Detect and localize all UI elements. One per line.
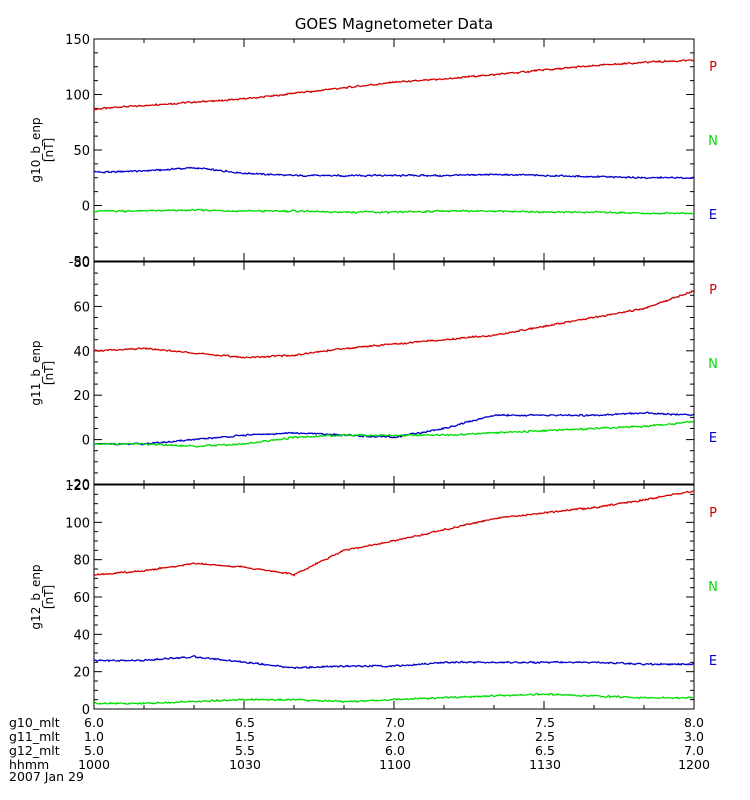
legend-label-e: E bbox=[709, 208, 717, 223]
y-tick-label: 0 bbox=[82, 200, 90, 215]
series-line-e bbox=[94, 692, 694, 706]
y-tick-label: 60 bbox=[73, 591, 90, 606]
footer-cell: 1.0 bbox=[84, 729, 104, 744]
footer-cell: 6.5 bbox=[235, 715, 255, 730]
footer-cell: 1100 bbox=[379, 757, 411, 772]
footer-cell: 7.0 bbox=[385, 715, 405, 730]
y-tick-label: 20 bbox=[73, 389, 90, 404]
y-tick-label: -20 bbox=[69, 478, 90, 493]
footer-cell: 1000 bbox=[78, 757, 110, 772]
footer-cell: 6.0 bbox=[84, 715, 104, 730]
footer-cell: 3.0 bbox=[684, 729, 704, 744]
footer-row-label: hhmm bbox=[9, 757, 49, 772]
y-tick-label: 20 bbox=[73, 666, 90, 681]
footer-cell: 1200 bbox=[678, 757, 710, 772]
footer-cell: 2.5 bbox=[535, 729, 555, 744]
chart-title: GOES Magnetometer Data bbox=[295, 15, 493, 33]
series-line-p bbox=[94, 490, 694, 577]
legend-label-p: P bbox=[709, 283, 717, 298]
y-tick-label: 80 bbox=[73, 554, 90, 569]
panel-g11: -20 0 20 40 60 80 g11_b_enp [nT] P N E bbox=[29, 256, 718, 493]
footer-cell: 1130 bbox=[529, 757, 561, 772]
footer-cell: 6.5 bbox=[535, 743, 555, 758]
footer-row-label: g11_mlt bbox=[9, 729, 60, 744]
y-tick-label: 40 bbox=[73, 628, 90, 643]
y-tick-label: 100 bbox=[65, 516, 90, 531]
y-tick-label: -50 bbox=[69, 255, 90, 270]
y-tick-label: 100 bbox=[65, 89, 90, 104]
series-line-p bbox=[94, 289, 694, 359]
legend-label-e: E bbox=[709, 654, 717, 669]
y-axis-unit: [nT] bbox=[42, 585, 56, 609]
series-line-n bbox=[94, 166, 694, 180]
y-axis-label: g12_b_enp bbox=[29, 564, 43, 629]
footer-cell: 5.5 bbox=[235, 743, 255, 758]
y-tick-label: 0 bbox=[82, 703, 90, 718]
legend-label-p: P bbox=[709, 506, 717, 521]
footer-cell: 1030 bbox=[229, 757, 261, 772]
footer-row-label: g12_mlt bbox=[9, 743, 60, 758]
panel-g10: -50 0 50 100 150 g10_b_enp [nT] P N E bbox=[29, 33, 718, 270]
footer-cell: 7.5 bbox=[535, 715, 555, 730]
y-axis-unit: [nT] bbox=[42, 361, 56, 385]
y-axis-unit: [nT] bbox=[42, 138, 56, 162]
y-tick-label: 50 bbox=[73, 144, 90, 159]
footer-cell: 2.0 bbox=[385, 729, 405, 744]
footer-row-label: g10_mlt bbox=[9, 715, 60, 730]
legend-label-p: P bbox=[709, 60, 717, 75]
series-line-e bbox=[94, 420, 694, 448]
footer-table: g10_mlt g11_mlt g12_mlt hhmm 2007 Jan 29… bbox=[9, 715, 710, 784]
footer-date: 2007 Jan 29 bbox=[9, 769, 84, 784]
series-line-e bbox=[94, 208, 694, 215]
legend-label-e: E bbox=[709, 431, 717, 446]
legend-label-n: N bbox=[708, 357, 718, 372]
legend-label-n: N bbox=[708, 134, 718, 149]
y-tick-label: 120 bbox=[65, 479, 90, 494]
footer-cell: 8.0 bbox=[684, 715, 704, 730]
y-axis-label: g11_b_enp bbox=[29, 340, 43, 405]
y-tick-label: 60 bbox=[73, 300, 90, 315]
legend-label-n: N bbox=[708, 580, 718, 595]
y-axis-label: g10_b_enp bbox=[29, 117, 43, 182]
footer-cell: 7.0 bbox=[684, 743, 704, 758]
y-tick-label: 80 bbox=[73, 256, 90, 271]
series-line-n bbox=[94, 655, 694, 670]
series-line-p bbox=[94, 59, 694, 111]
y-tick-label: 40 bbox=[73, 345, 90, 360]
series-line-n bbox=[94, 411, 694, 446]
footer-cell: 1.5 bbox=[235, 729, 255, 744]
y-tick-label: 0 bbox=[82, 434, 90, 449]
footer-cell: 6.0 bbox=[385, 743, 405, 758]
y-tick-label: 150 bbox=[65, 33, 90, 48]
footer-cell: 5.0 bbox=[84, 743, 104, 758]
panel-g12: 0 20 40 60 80 100 120 g12_b_enp [nT] P N E bbox=[29, 479, 718, 718]
